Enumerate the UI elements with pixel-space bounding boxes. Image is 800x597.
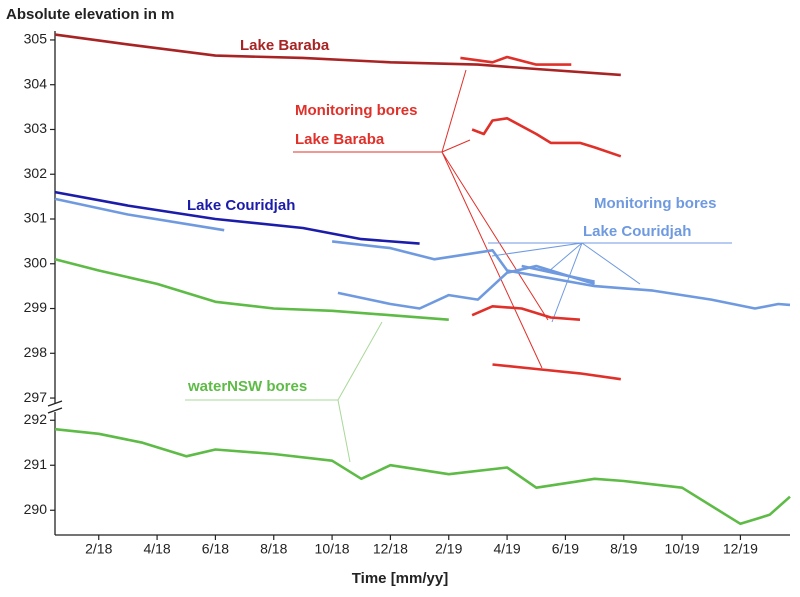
annotation: Lake Couridjah bbox=[583, 223, 691, 240]
x-tick-label: 4/18 bbox=[143, 541, 170, 557]
y-tick-label: 305 bbox=[24, 31, 48, 47]
x-tick-label: 2/19 bbox=[435, 541, 462, 557]
series-line bbox=[471, 117, 622, 158]
x-tick-label: 2/18 bbox=[85, 541, 112, 557]
series-line bbox=[54, 427, 791, 526]
series-label: Lake Couridjah bbox=[187, 197, 295, 214]
y-tick-label: 298 bbox=[24, 344, 48, 360]
y-tick-label: 301 bbox=[24, 210, 48, 226]
x-tick-label: 12/19 bbox=[723, 541, 758, 557]
leader-line bbox=[185, 321, 383, 463]
x-tick-label: 4/19 bbox=[493, 541, 520, 557]
y-tick-label: 304 bbox=[24, 75, 48, 91]
series-line bbox=[54, 190, 420, 245]
x-tick-label: 10/18 bbox=[315, 541, 350, 557]
x-axis-label: Time [mm/yy] bbox=[352, 570, 448, 587]
y-tick-label: 300 bbox=[24, 254, 48, 270]
series-line bbox=[492, 363, 621, 381]
leader-line bbox=[488, 242, 732, 323]
series-label: Lake Baraba bbox=[240, 37, 330, 54]
y-tick-label: 303 bbox=[24, 120, 48, 136]
annotation: waterNSW bores bbox=[187, 378, 307, 395]
annotations: Monitoring bores Lake Baraba Monitoring … bbox=[185, 69, 732, 463]
x-tick-label: 10/19 bbox=[665, 541, 700, 557]
series-line bbox=[54, 33, 621, 77]
axis-break bbox=[47, 407, 63, 414]
series-line bbox=[460, 55, 572, 66]
annotation: Monitoring bores bbox=[295, 102, 418, 119]
series-line bbox=[54, 258, 449, 321]
annotation: Lake Baraba bbox=[295, 131, 385, 148]
series-line bbox=[54, 197, 225, 232]
y-tick-label: 299 bbox=[24, 299, 48, 315]
x-tick-label: 12/18 bbox=[373, 541, 408, 557]
axis-break bbox=[47, 400, 63, 407]
chart-title: Absolute elevation in m bbox=[6, 6, 174, 23]
leader-line bbox=[441, 69, 549, 369]
x-tick-label: 6/19 bbox=[552, 541, 579, 557]
axes bbox=[47, 31, 790, 536]
y-tick-label: 290 bbox=[24, 501, 48, 517]
annotation: Monitoring bores bbox=[594, 195, 717, 212]
series-line bbox=[521, 264, 595, 283]
x-tick-label: 8/18 bbox=[260, 541, 287, 557]
x-tick-label: 8/19 bbox=[610, 541, 637, 557]
y-tick-label: 292 bbox=[24, 411, 48, 427]
series-line bbox=[331, 240, 791, 310]
y-tick-label: 302 bbox=[24, 165, 48, 181]
y-tick-label: 297 bbox=[24, 389, 48, 405]
x-tick-label: 6/18 bbox=[202, 541, 229, 557]
y-tick-label: 291 bbox=[24, 456, 48, 472]
series-line bbox=[471, 305, 581, 321]
